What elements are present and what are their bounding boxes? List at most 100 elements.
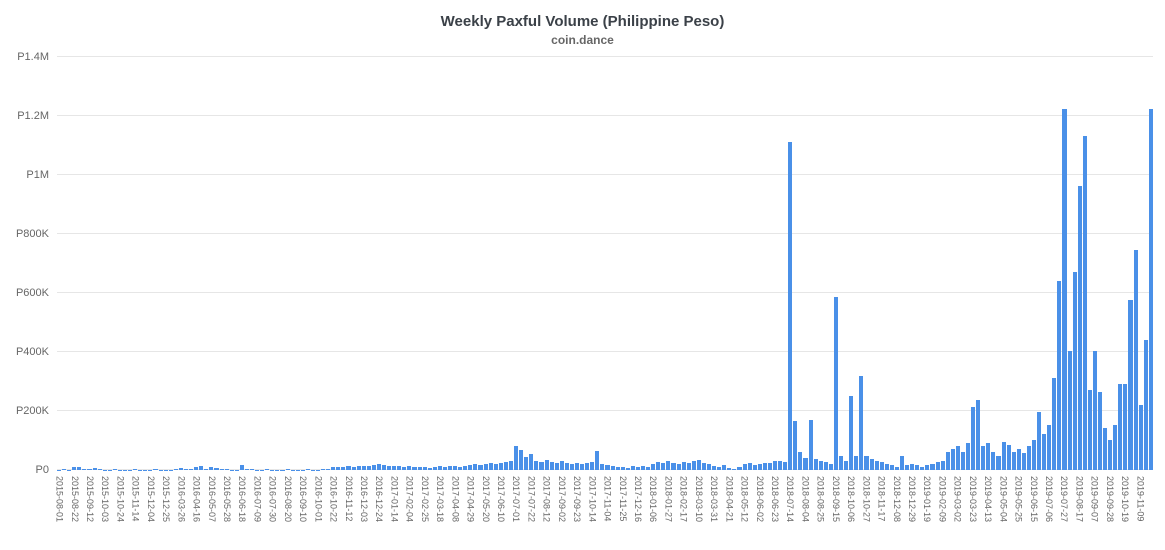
bar[interactable] <box>640 465 646 470</box>
bar[interactable] <box>676 463 681 470</box>
bar[interactable] <box>112 469 117 470</box>
bar[interactable] <box>981 445 986 470</box>
bar[interactable] <box>1138 404 1143 470</box>
bar[interactable] <box>92 467 97 470</box>
bar[interactable] <box>468 465 473 470</box>
bar[interactable] <box>519 449 524 470</box>
bar[interactable] <box>534 460 539 470</box>
bar[interactable] <box>442 467 448 470</box>
bar[interactable] <box>1067 351 1072 470</box>
bar[interactable] <box>1006 444 1011 470</box>
bar[interactable] <box>336 466 341 470</box>
bar[interactable] <box>569 463 574 470</box>
bar[interactable] <box>686 463 691 470</box>
bar[interactable] <box>849 396 854 470</box>
bar[interactable] <box>635 467 640 470</box>
bar[interactable] <box>813 459 818 470</box>
bar[interactable] <box>788 141 793 470</box>
bar[interactable] <box>1118 383 1123 470</box>
bar[interactable] <box>996 456 1001 470</box>
bar[interactable] <box>844 460 849 470</box>
bar[interactable] <box>432 467 437 470</box>
bar[interactable] <box>366 466 371 470</box>
bar[interactable] <box>971 407 976 470</box>
bar[interactable] <box>376 463 381 470</box>
bar[interactable] <box>595 451 600 470</box>
bar[interactable] <box>773 461 778 470</box>
bar[interactable] <box>1021 453 1026 470</box>
bar[interactable] <box>321 469 326 470</box>
bar[interactable] <box>661 463 666 470</box>
bar[interactable] <box>585 462 590 470</box>
bar[interactable] <box>1032 439 1037 470</box>
bar[interactable] <box>879 462 884 470</box>
bar[interactable] <box>1001 441 1006 470</box>
bar[interactable] <box>305 469 310 470</box>
bar[interactable] <box>402 467 407 470</box>
bar[interactable] <box>625 467 630 470</box>
bar[interactable] <box>1052 377 1057 470</box>
bar[interactable] <box>427 467 432 470</box>
bar[interactable] <box>331 467 336 470</box>
bar[interactable] <box>437 466 442 470</box>
bar[interactable] <box>1133 249 1138 470</box>
bar[interactable] <box>62 469 67 470</box>
bar[interactable] <box>752 465 757 470</box>
bar[interactable] <box>498 463 503 470</box>
bar[interactable] <box>747 463 752 470</box>
bar[interactable] <box>691 461 696 470</box>
bar[interactable] <box>514 446 519 470</box>
bar[interactable] <box>839 456 844 470</box>
bar[interactable] <box>1098 391 1103 470</box>
bar[interactable] <box>326 468 331 470</box>
bar[interactable] <box>600 463 605 470</box>
bar[interactable] <box>778 460 783 470</box>
bar[interactable] <box>712 465 717 470</box>
bar[interactable] <box>910 463 915 470</box>
bar[interactable] <box>737 467 742 470</box>
bar[interactable] <box>656 462 661 470</box>
bar[interactable] <box>493 464 498 470</box>
bar[interactable] <box>189 469 194 470</box>
bar[interactable] <box>630 466 635 470</box>
bar[interactable] <box>453 466 458 470</box>
bar[interactable] <box>392 465 397 470</box>
bar[interactable] <box>503 462 508 470</box>
bar[interactable] <box>564 462 569 470</box>
bar[interactable] <box>783 462 788 470</box>
bar[interactable] <box>707 464 712 470</box>
bar[interactable] <box>463 465 468 470</box>
bar[interactable] <box>382 465 387 470</box>
bar[interactable] <box>701 462 706 470</box>
bar[interactable] <box>905 465 910 470</box>
bar[interactable] <box>798 452 803 470</box>
bar[interactable] <box>524 456 529 470</box>
bar[interactable] <box>742 464 747 470</box>
bar[interactable] <box>87 469 92 470</box>
bar[interactable] <box>976 400 981 470</box>
bar[interactable] <box>925 465 930 470</box>
bar[interactable] <box>818 460 823 470</box>
bar[interactable] <box>1037 412 1042 470</box>
bar[interactable] <box>1042 434 1047 470</box>
bar[interactable] <box>869 459 874 470</box>
bar[interactable] <box>590 462 595 470</box>
bar[interactable] <box>483 463 488 470</box>
bar[interactable] <box>387 466 392 470</box>
bar[interactable] <box>620 466 625 470</box>
bar[interactable] <box>341 467 346 470</box>
bar[interactable] <box>1072 271 1077 470</box>
bar[interactable] <box>1011 451 1016 470</box>
bar[interactable] <box>930 463 935 470</box>
bar[interactable] <box>153 469 158 470</box>
bar[interactable] <box>285 469 290 470</box>
bar[interactable] <box>803 457 808 470</box>
bar[interactable] <box>722 465 727 470</box>
bar[interactable] <box>666 460 671 470</box>
bar[interactable] <box>356 466 361 470</box>
bar[interactable] <box>986 442 991 470</box>
bar[interactable] <box>478 465 483 470</box>
bar[interactable] <box>97 469 102 470</box>
bar[interactable] <box>610 466 615 470</box>
bar[interactable] <box>793 421 798 470</box>
